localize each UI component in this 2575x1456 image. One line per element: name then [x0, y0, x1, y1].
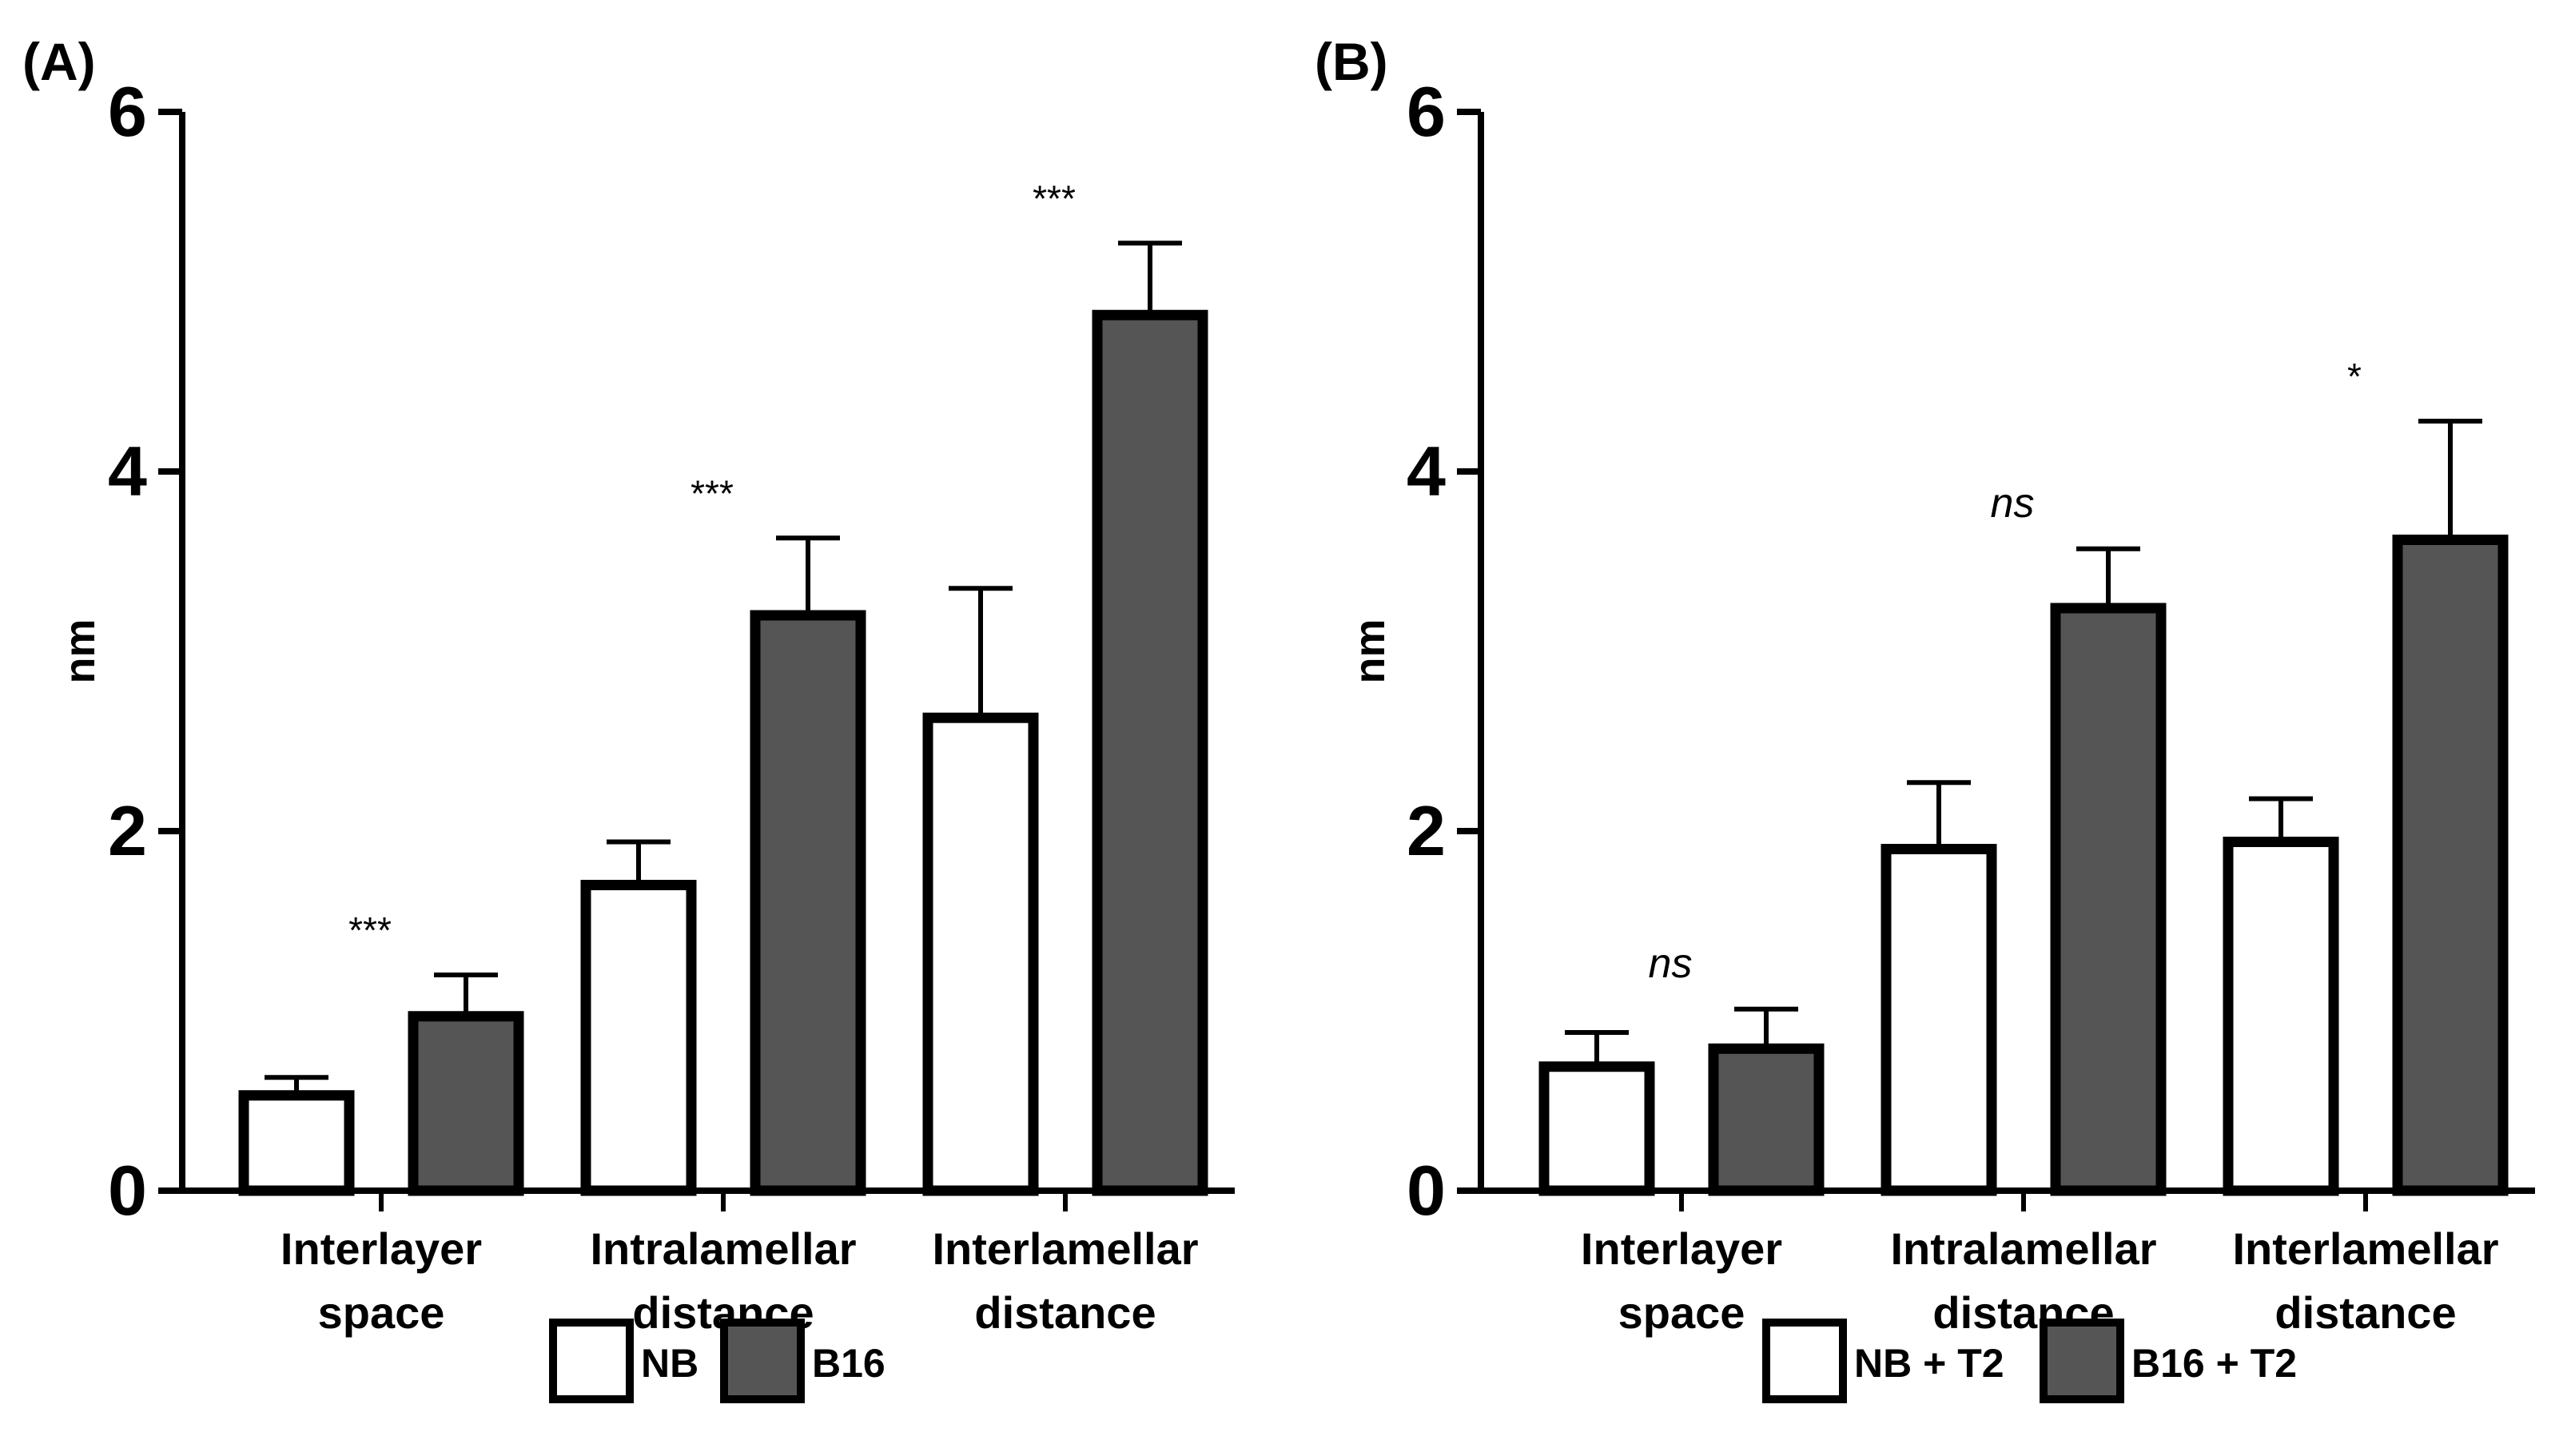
y-tick-label: 4: [1407, 432, 1446, 511]
x-category-label: Interlayer: [1581, 1223, 1782, 1274]
significance-annotation: ***: [691, 472, 734, 514]
x-category-label: space: [318, 1287, 445, 1338]
x-category-label: Interlamellar: [2232, 1223, 2498, 1274]
panel-b: (B) 0 2 4 6 nm ns Interlayer space ns Intralamella…: [1315, 32, 2535, 1403]
panel-label: (A): [22, 32, 96, 91]
significance-annotation: ns: [1649, 941, 1693, 987]
x-category-label: distance: [2275, 1287, 2456, 1338]
bar-nb-t2-0: [1538, 1061, 1655, 1196]
y-tick-label: 6: [108, 72, 147, 151]
bar-b16-0: [408, 1011, 524, 1196]
significance-annotation: *: [2347, 356, 2362, 397]
x-category-label: Interlamellar: [932, 1223, 1198, 1274]
y-tick-label: 0: [108, 1151, 147, 1230]
x-category-label: Interlayer: [281, 1223, 482, 1274]
x-category-label: Intralamellar: [1890, 1223, 2156, 1274]
legend-swatch-1: [2040, 1319, 2124, 1403]
bar-nb-0: [238, 1090, 355, 1196]
bar-b16-1: [750, 610, 866, 1196]
y-axis-label: nm: [56, 619, 104, 684]
legend-label: NB + T2: [1854, 1341, 2004, 1386]
legend-label: NB: [641, 1341, 698, 1386]
legend-label: B16: [812, 1341, 886, 1386]
legend-label: B16 + T2: [2131, 1341, 2297, 1386]
y-tick-label: 6: [1407, 72, 1446, 151]
y-tick-label: 2: [1407, 791, 1446, 870]
bar-nb-1: [580, 880, 697, 1196]
bar-b16-t2-2: [2392, 535, 2509, 1196]
legend-swatch-0: [549, 1319, 634, 1403]
y-axis-label: nm: [1346, 619, 1394, 684]
panel-label: (B): [1315, 32, 1388, 91]
y-tick-label: 4: [108, 432, 147, 511]
x-category-label: distance: [974, 1287, 1156, 1338]
x-category-label: Intralamellar: [590, 1223, 856, 1274]
bar-b16-t2-1: [2050, 603, 2167, 1196]
legend-swatch-0: [1762, 1319, 1847, 1403]
significance-annotation: ns: [1991, 480, 2035, 527]
bar-b16-2: [1092, 309, 1208, 1196]
significance-annotation: ***: [1033, 177, 1076, 219]
bar-nb-t2-1: [1881, 844, 1997, 1196]
bar-b16-t2-0: [1708, 1043, 1825, 1196]
x-category-label: space: [1618, 1287, 1745, 1338]
bar-nb-t2-2: [2223, 837, 2339, 1196]
y-tick-label: 0: [1407, 1151, 1446, 1230]
legend-swatch-1: [720, 1319, 805, 1403]
y-tick-label: 2: [108, 791, 147, 870]
panel-a: (A) 0 2 4 6 nm *** Interlayer space *** Intralamel…: [22, 32, 1235, 1403]
bar-nb-2: [922, 712, 1039, 1196]
significance-annotation: ***: [348, 909, 392, 951]
